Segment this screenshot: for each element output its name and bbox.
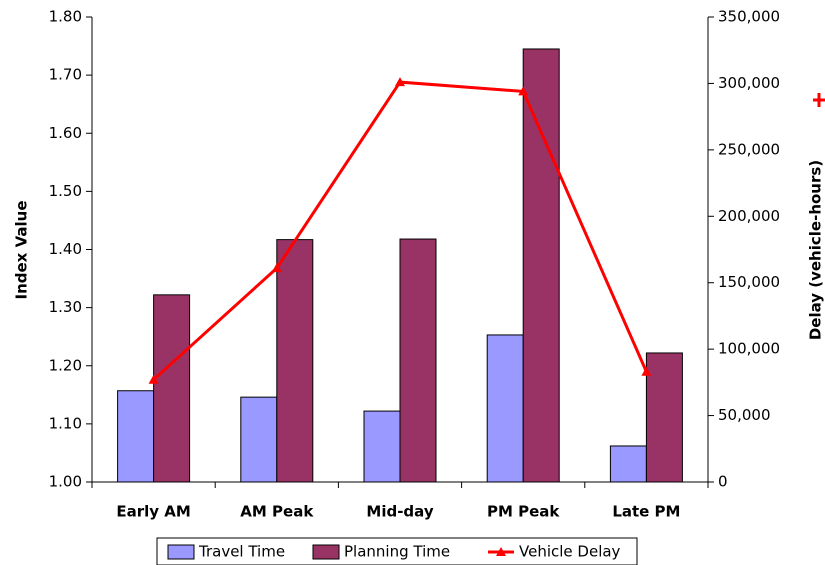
y-tick-label: 1.60	[49, 124, 82, 142]
y2-tick-label: 0	[718, 473, 728, 491]
y2-tick-label: 50,000	[718, 406, 771, 424]
y-tick-label: 1.50	[49, 182, 82, 200]
legend-box	[156, 537, 638, 565]
bar	[486, 334, 524, 483]
bar	[240, 396, 278, 483]
bar	[522, 48, 560, 483]
y2-tick-label: 250,000	[718, 140, 780, 158]
legend-swatch	[312, 544, 340, 560]
legend-label: Vehicle Delay	[519, 543, 621, 561]
bar	[363, 410, 401, 483]
marker	[395, 77, 405, 87]
y2-tick-label: 200,000	[718, 207, 780, 225]
y-tick-label: 1.10	[49, 414, 82, 432]
marker	[518, 86, 529, 96]
bar	[609, 445, 647, 483]
y-tick-label: 1.80	[49, 8, 82, 26]
y2-tick-label: 300,000	[718, 74, 780, 92]
marker	[148, 374, 159, 384]
x-tick-label: AM Peak	[240, 503, 314, 521]
legend-swatch	[167, 544, 195, 560]
y2-tick-label: 100,000	[718, 340, 780, 358]
legend: Travel Time Planning Time Vehicle Delay	[156, 537, 638, 565]
y-tick-label: 1.70	[49, 66, 82, 84]
y2-axis-title: Delay (vehicle-hours)	[807, 160, 825, 340]
legend-marker	[496, 547, 506, 556]
x-tick-label: Late PM	[612, 503, 680, 521]
bar	[153, 294, 191, 483]
legend-label: Planning Time	[344, 543, 450, 561]
legend-fragment	[813, 93, 825, 107]
bar	[399, 238, 437, 483]
y-tick-label: 1.30	[49, 298, 82, 316]
x-tick-label: Mid-day	[366, 503, 433, 521]
marker	[641, 366, 652, 376]
x-tick-label: Early AM	[116, 503, 190, 521]
y-tick-label: 1.20	[49, 356, 82, 374]
y-tick-label: 1.00	[49, 473, 82, 491]
bar	[276, 239, 314, 483]
legend-label: Travel Time	[198, 543, 285, 561]
bar	[645, 352, 683, 483]
y2-tick-label: 350,000	[718, 8, 780, 26]
y-tick-label: 1.40	[49, 240, 82, 258]
x-tick-label: PM Peak	[487, 503, 560, 521]
bar	[117, 390, 155, 483]
y2-tick-label: 150,000	[718, 273, 780, 291]
y-axis-title: Index Value	[13, 201, 31, 300]
marker	[271, 263, 282, 273]
